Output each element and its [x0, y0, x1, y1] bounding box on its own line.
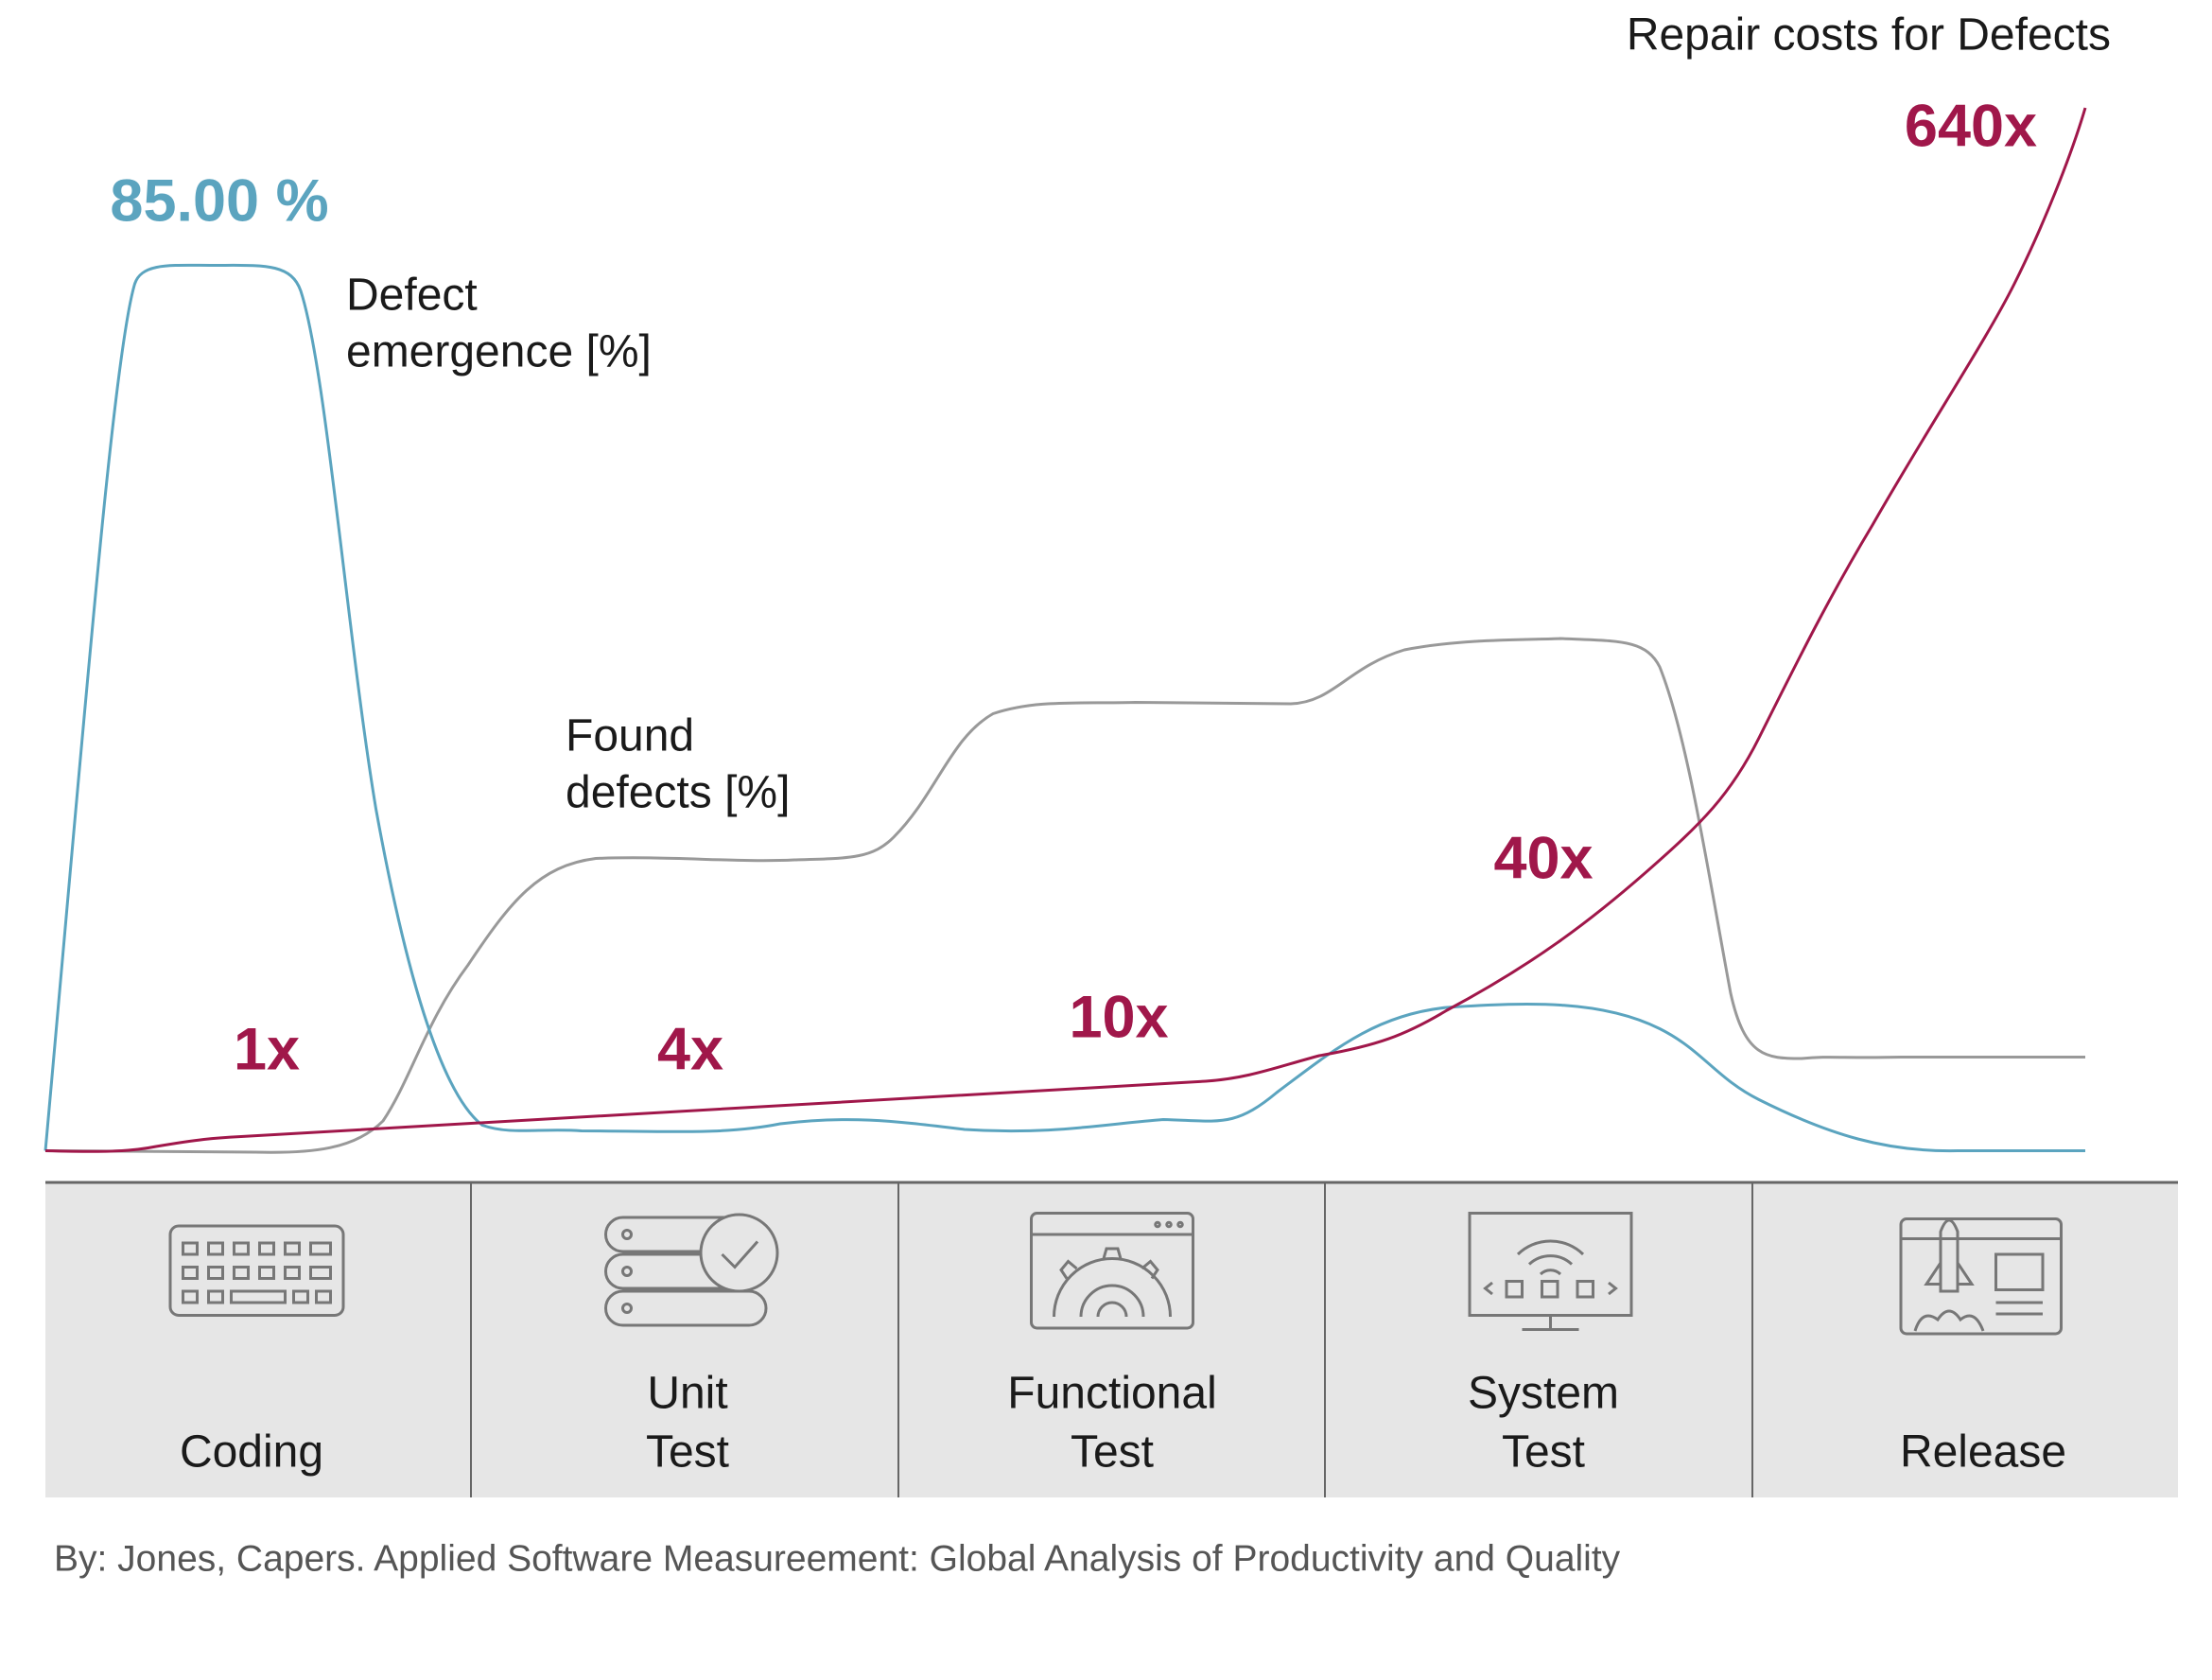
- server-check-icon: [604, 1213, 779, 1327]
- curve-label: defects [%]: [566, 768, 790, 818]
- cost-label: 40x: [1493, 826, 1593, 892]
- curves: [44, 107, 2087, 1154]
- phase-label: Functional: [1007, 1369, 1216, 1419]
- curve-label: Found: [566, 711, 694, 761]
- peak-label: 85.00 %: [110, 168, 328, 235]
- cost-label: 10x: [1069, 985, 1168, 1051]
- phase-label: Release: [1900, 1427, 2066, 1478]
- phase-label: Coding: [180, 1427, 323, 1478]
- title: Repair costs for Defects: [1627, 10, 2111, 61]
- repair-cost-curve: [44, 107, 2087, 1153]
- phase-label: Unit: [647, 1369, 727, 1419]
- found-defects-curve: [44, 637, 2085, 1154]
- icons: [168, 1212, 2063, 1336]
- curve-label: Defect: [346, 271, 478, 321]
- monitor-icon: [1468, 1212, 1633, 1331]
- gear-window-icon: [1030, 1212, 1194, 1330]
- phase-label: Test: [646, 1427, 729, 1478]
- phase-label: System: [1468, 1369, 1619, 1419]
- source-note: By: Jones, Capers. Applied Software Meas…: [54, 1538, 1621, 1579]
- phase-label: Test: [1502, 1427, 1585, 1478]
- panel-dividers: [470, 1182, 1753, 1497]
- release-icon: [1899, 1217, 2063, 1336]
- phase-label: Test: [1071, 1427, 1154, 1478]
- curve-label: emergence [%]: [346, 327, 652, 377]
- cost-label: 640x: [1905, 94, 2037, 160]
- cost-label: 1x: [234, 1017, 300, 1083]
- keyboard-icon: [168, 1224, 345, 1317]
- defect-emergence-curve: [44, 263, 2085, 1153]
- cost-label: 4x: [657, 1017, 723, 1083]
